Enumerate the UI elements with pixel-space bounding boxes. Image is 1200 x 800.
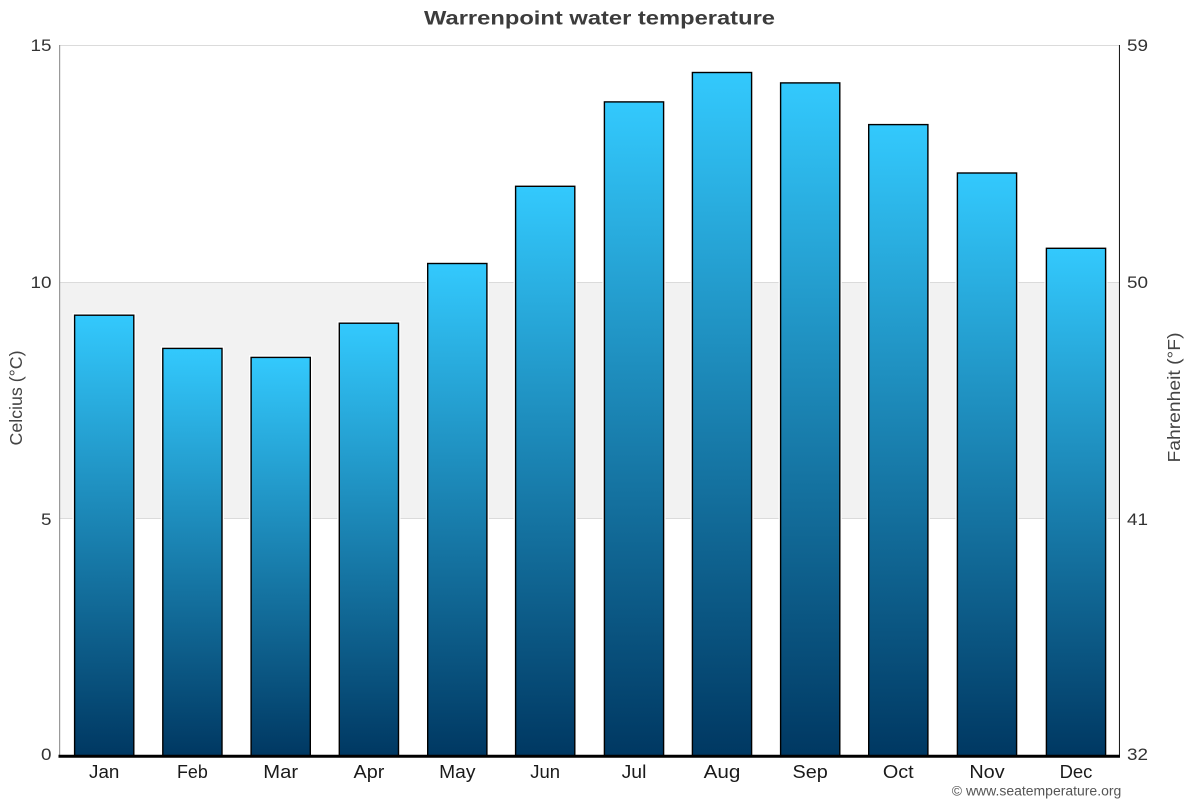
svg-text:5: 5 bbox=[41, 511, 52, 529]
svg-text:0: 0 bbox=[41, 746, 52, 764]
svg-text:10: 10 bbox=[31, 274, 52, 292]
svg-text:Sep: Sep bbox=[793, 762, 828, 782]
svg-text:50: 50 bbox=[1127, 274, 1148, 292]
svg-text:Nov: Nov bbox=[969, 762, 1004, 782]
svg-text:Aug: Aug bbox=[704, 762, 741, 782]
svg-text:59: 59 bbox=[1127, 37, 1148, 55]
svg-text:Warrenpoint water temperature: Warrenpoint water temperature bbox=[424, 8, 775, 30]
svg-text:15: 15 bbox=[31, 37, 52, 55]
svg-text:Jul: Jul bbox=[622, 762, 647, 782]
svg-text:Feb: Feb bbox=[177, 762, 208, 782]
svg-text:Dec: Dec bbox=[1060, 762, 1093, 782]
svg-text:32: 32 bbox=[1127, 746, 1148, 764]
svg-text:© www.seatemperature.org: © www.seatemperature.org bbox=[952, 783, 1122, 798]
svg-text:Celcius (°C): Celcius (°C) bbox=[6, 351, 26, 446]
svg-text:Jan: Jan bbox=[89, 762, 119, 782]
svg-text:Mar: Mar bbox=[263, 762, 298, 782]
svg-text:41: 41 bbox=[1127, 511, 1148, 529]
svg-text:Oct: Oct bbox=[883, 762, 914, 782]
svg-text:Apr: Apr bbox=[354, 762, 385, 782]
svg-text:Jun: Jun bbox=[530, 762, 560, 782]
svg-text:May: May bbox=[439, 762, 475, 782]
svg-text:Fahrenheit (°F): Fahrenheit (°F) bbox=[1164, 333, 1184, 463]
